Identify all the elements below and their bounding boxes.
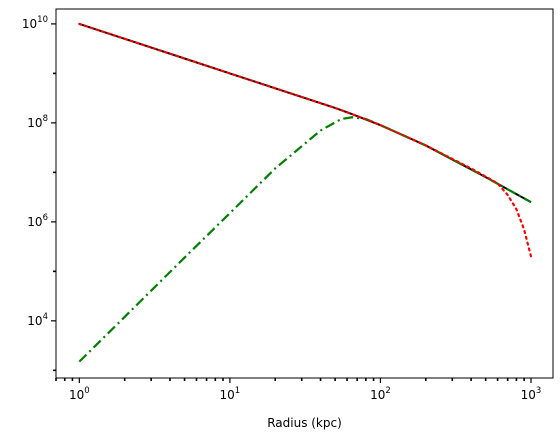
y-tick-label: 1010 bbox=[22, 15, 48, 31]
y-ticks: 104 106 108 1010 bbox=[22, 15, 56, 372]
series-layer bbox=[78, 22, 533, 363]
x-tick-label: 102 bbox=[370, 386, 391, 402]
series-line-solid bbox=[79, 22, 532, 204]
y-tick-label: 108 bbox=[27, 114, 48, 130]
series-line-dashdot bbox=[78, 116, 532, 363]
y-tick-label: 106 bbox=[27, 213, 48, 229]
x-axis-label: Radius (kpc) bbox=[267, 416, 342, 430]
x-ticks: 100 101 102 103 bbox=[55, 378, 542, 402]
y-tick-label: 104 bbox=[27, 312, 48, 328]
x-tick-label: 101 bbox=[220, 386, 241, 402]
x-tick-label: 100 bbox=[69, 386, 90, 402]
x-tick-label: 103 bbox=[521, 386, 542, 402]
plot-area-frame bbox=[55, 8, 554, 379]
series-line-dotted bbox=[78, 22, 533, 258]
